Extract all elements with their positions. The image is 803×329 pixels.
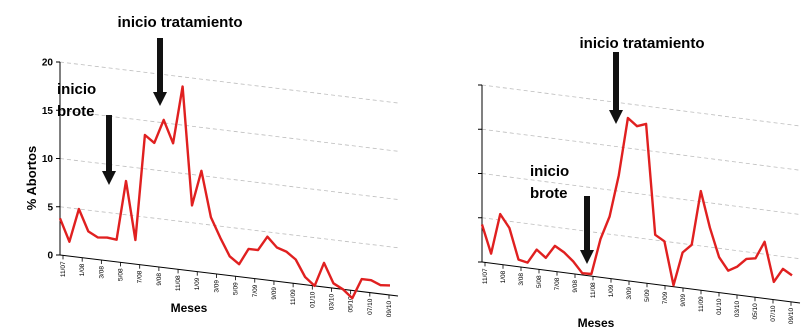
right-x-tick-label: 01/10: [716, 298, 723, 315]
left-annotation-inicio-tratamiento: inicio tratamiento: [117, 14, 242, 31]
right-x-tick-label: 11/08: [590, 282, 597, 298]
right-annotation-inicio-tratamiento: inicio tratamiento: [579, 35, 704, 52]
left-y-tick-label: 15: [42, 106, 54, 117]
left-x-tick-label: 09/10: [386, 301, 393, 318]
right-x-tick-label: 09/10: [788, 307, 795, 324]
left-x-tick-label: 7/09: [252, 284, 259, 297]
left-y-tick-label: 20: [42, 58, 54, 69]
right-x-tick-label: 1/08: [500, 270, 507, 283]
left-x-tick-label: 3/09: [213, 280, 220, 293]
left-y-tick-label: 5: [47, 202, 53, 213]
right-gridline: [481, 173, 801, 215]
left-x-tick-label: 1/08: [79, 263, 86, 276]
right-x-tick-label: 7/08: [554, 277, 561, 290]
right-gridline: [481, 84, 801, 127]
left-x-axis-line: [59, 254, 399, 297]
left-x-tick-label: 5/09: [233, 282, 240, 295]
right-gridline: [481, 217, 801, 260]
right-x-tick-label: 1/09: [608, 284, 615, 297]
right-x-axis-label: Meses: [578, 316, 615, 329]
left-x-tick-label: 01/10: [309, 291, 316, 308]
left-x-tick-label: 03/10: [328, 294, 335, 311]
right-x-tick-label: 5/08: [536, 275, 543, 288]
right-gridline: [481, 128, 801, 171]
left-x-tick-label: 07/10: [367, 298, 374, 315]
left-gridline: [59, 61, 399, 104]
left-gridline: [59, 109, 399, 152]
right-x-tick-label: 7/09: [662, 291, 669, 304]
left-annotation-inicio: inicio: [57, 81, 96, 98]
right-x-tick-label: 03/10: [734, 301, 741, 318]
left-gridline: [59, 206, 399, 249]
right-annotation-brote: brote: [530, 185, 568, 202]
left-x-axis: [59, 254, 399, 297]
left-arrow-outbreak-icon: [102, 115, 116, 185]
left-x-tick-label: 9/09: [271, 287, 278, 300]
right-y-axis: [478, 84, 483, 263]
right-x-tick-label: 3/08: [518, 273, 525, 286]
right-x-tick-label: 9/09: [680, 294, 687, 307]
right-x-axis-line: [481, 261, 801, 304]
left-x-tick-label: 11/09: [290, 289, 297, 305]
left-y-axis-label: % Abortos: [24, 146, 39, 211]
left-y-tick-label: 0: [47, 251, 53, 262]
right-arrow-treatment-icon: [609, 52, 623, 124]
right-arrow-outbreak-icon: [580, 196, 594, 264]
chart-right: 11/07 1/08 3/08 5/08 7/08 9/08 11/08 1/09 3/09 5/…: [478, 35, 801, 329]
right-x-tick-label: 9/08: [572, 280, 579, 293]
right-x-tick-label: 5/09: [644, 289, 651, 302]
left-x-tick-label: 5/08: [118, 268, 125, 281]
left-series-line: [58, 85, 391, 300]
left-x-tick-label: 05/10: [348, 296, 355, 313]
right-x-tick-label: 11/07: [482, 268, 489, 284]
right-annotation-inicio: inicio: [530, 163, 569, 180]
left-annotation-brote: brote: [57, 103, 95, 120]
left-x-tick-label: 9/08: [156, 273, 163, 286]
left-arrow-treatment-icon: [153, 38, 167, 106]
chart-left: 11/07 1/08 3/08 5/08 7/08 9/08 11/08 1/09 3/09 5/…: [24, 14, 399, 318]
left-x-axis-label: Meses: [171, 301, 208, 315]
left-x-tick-label: 11/08: [175, 275, 182, 291]
left-gridline: [59, 158, 399, 200]
right-series-line: [480, 116, 793, 287]
right-x-tick-label: 05/10: [752, 303, 759, 320]
left-x-tick-label: 11/07: [60, 261, 67, 277]
left-x-tick-label: 1/09: [194, 277, 201, 290]
left-y-tick-label: 10: [42, 154, 54, 165]
right-x-tick-label: 3/09: [626, 287, 633, 300]
right-x-axis: [481, 261, 801, 304]
right-x-tick-label: 07/10: [770, 305, 777, 322]
left-x-tick-label: 3/08: [98, 266, 105, 279]
left-x-tick-label: 7/08: [137, 270, 144, 283]
right-x-tick-label: 11/09: [698, 296, 705, 312]
